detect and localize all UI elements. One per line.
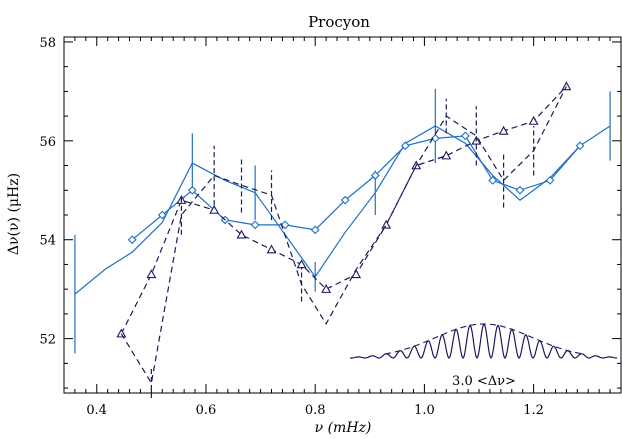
series-line-1	[74, 125, 611, 295]
diamond-marker	[460, 131, 470, 141]
y-tick-label: 58	[39, 36, 56, 51]
y-tick-label: 52	[39, 333, 56, 348]
diamond-marker	[127, 235, 137, 245]
y-tick-label: 56	[39, 135, 56, 150]
x-tick-label: 0.8	[305, 403, 326, 418]
x-tick-label: 0.4	[86, 403, 107, 418]
triangle-marker	[381, 219, 392, 229]
diamond-marker	[430, 133, 440, 143]
x-tick-label: 1.0	[414, 403, 435, 418]
diamond-marker	[575, 141, 585, 151]
triangle-marker	[528, 115, 539, 125]
inset-label: 3.0 <Δν>	[452, 374, 516, 389]
triangle-marker	[266, 244, 277, 254]
chart-title: Procyon	[308, 13, 370, 31]
triangle-marker	[209, 204, 220, 214]
x-axis: 0.4 0.6 0.8 1.0 1.2	[63, 37, 622, 418]
diamond-marker	[515, 185, 525, 195]
series-line-3	[120, 85, 567, 334]
triangle-marker	[498, 125, 509, 135]
inset-gaussian-envelope	[384, 323, 584, 355]
y-axis-label: Δν(ν) (μHz)	[6, 173, 22, 255]
diamond-marker	[187, 185, 197, 195]
triangle-marker	[321, 284, 332, 293]
inset-wave-packet	[350, 322, 617, 360]
diamond-marker	[545, 176, 555, 185]
diamond-marker	[400, 141, 410, 151]
series-line-4	[120, 86, 567, 385]
triangle-marker	[146, 269, 157, 279]
triangle-marker	[236, 229, 247, 239]
triangle-marker	[116, 328, 127, 338]
series-layer	[74, 81, 611, 398]
diamond-marker	[157, 210, 167, 220]
diamond-marker	[488, 176, 498, 185]
inset-envelope	[350, 322, 617, 360]
diamond-marker	[280, 220, 290, 230]
diamond-marker	[370, 171, 380, 180]
y-tick-label: 54	[39, 234, 56, 249]
diamond-marker	[250, 220, 260, 230]
triangle-marker	[351, 269, 362, 279]
triangle-marker	[441, 150, 452, 160]
triangle-marker	[561, 81, 572, 91]
series-line-2	[131, 135, 581, 241]
x-tick-label: 0.6	[196, 403, 217, 418]
x-tick-label: 1.2	[523, 403, 544, 418]
y-axis: 52 54 56 58	[39, 36, 621, 389]
diamond-marker	[340, 195, 350, 205]
x-axis-label: ν (mHz)	[315, 420, 372, 436]
diamond-marker	[310, 225, 320, 235]
